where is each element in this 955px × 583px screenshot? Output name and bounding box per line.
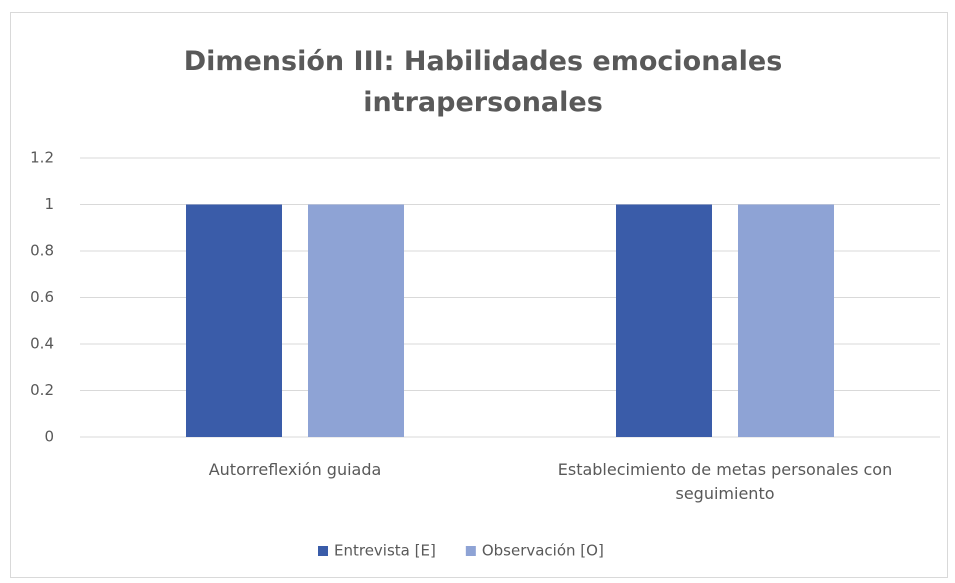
bar xyxy=(738,204,834,437)
y-tick-label: 0.2 xyxy=(30,381,54,399)
y-tick-label: 0.8 xyxy=(30,242,54,260)
x-tick-label: Establecimiento de metas personales con … xyxy=(557,460,893,503)
y-tick-label: 1 xyxy=(44,195,54,213)
y-tick-label: 0 xyxy=(44,428,54,446)
legend-label: Observación [O] xyxy=(482,542,604,560)
legend-label: Entrevista [E] xyxy=(334,542,436,560)
bar xyxy=(186,204,282,437)
y-tick-label: 1.2 xyxy=(30,149,54,167)
chart-title: Dimensión III: Habilidades emocionales i… xyxy=(183,46,783,118)
bar xyxy=(616,204,712,437)
legend-swatch xyxy=(465,546,476,556)
bar xyxy=(308,204,404,437)
y-tick-label: 0.6 xyxy=(30,288,54,306)
y-tick-label: 0.4 xyxy=(30,335,54,353)
x-tick-label: Autorreflexión guiada xyxy=(208,460,382,479)
legend-swatch xyxy=(318,546,328,556)
